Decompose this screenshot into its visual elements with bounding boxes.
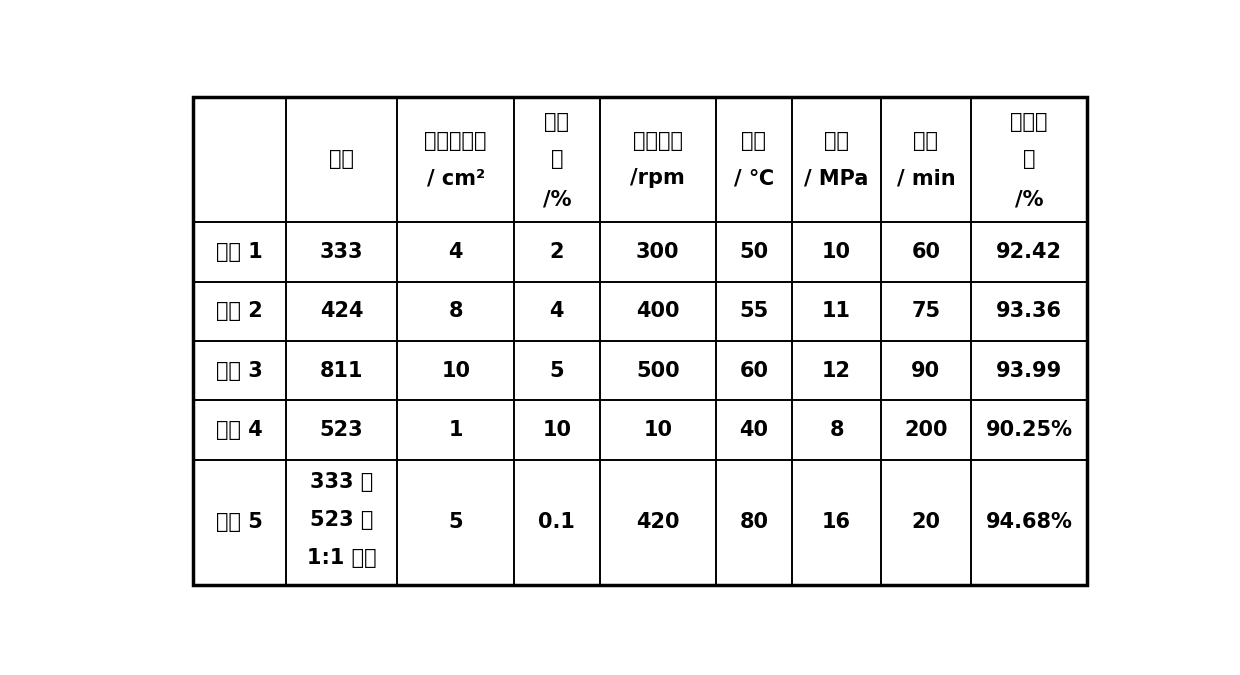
Text: 92.42: 92.42 bbox=[996, 242, 1061, 262]
Text: 420: 420 bbox=[636, 512, 680, 533]
Text: 实例 1: 实例 1 bbox=[216, 242, 263, 262]
Text: 率: 率 bbox=[1023, 149, 1035, 169]
Text: / MPa: / MPa bbox=[805, 168, 869, 188]
Text: 搅拌速度: 搅拌速度 bbox=[632, 130, 683, 151]
Text: 10: 10 bbox=[441, 360, 470, 381]
Text: 温度: 温度 bbox=[742, 130, 766, 151]
Text: 93.99: 93.99 bbox=[996, 360, 1061, 381]
Text: 1: 1 bbox=[449, 420, 463, 440]
Text: 实例 2: 实例 2 bbox=[216, 301, 263, 321]
Text: 50: 50 bbox=[739, 242, 769, 262]
Text: 523: 523 bbox=[320, 420, 363, 440]
Text: 16: 16 bbox=[822, 512, 851, 533]
Text: 55: 55 bbox=[739, 301, 769, 321]
Text: 333 和: 333 和 bbox=[310, 472, 373, 492]
Text: 实例 4: 实例 4 bbox=[216, 420, 263, 440]
Text: /rpm: /rpm bbox=[630, 168, 686, 188]
Text: 8: 8 bbox=[830, 420, 843, 440]
Text: 8: 8 bbox=[449, 301, 463, 321]
Text: 12: 12 bbox=[822, 360, 851, 381]
Text: 93.36: 93.36 bbox=[996, 301, 1061, 321]
Text: 20: 20 bbox=[911, 512, 940, 533]
Text: 实例 5: 实例 5 bbox=[216, 512, 263, 533]
Text: 1:1 混合: 1:1 混合 bbox=[306, 547, 377, 568]
Text: 比: 比 bbox=[551, 149, 563, 169]
Text: 400: 400 bbox=[636, 301, 680, 321]
Text: 500: 500 bbox=[636, 360, 680, 381]
Text: 5: 5 bbox=[549, 360, 564, 381]
Text: 90: 90 bbox=[911, 360, 940, 381]
Text: 60: 60 bbox=[739, 360, 769, 381]
Text: /%: /% bbox=[543, 190, 570, 209]
Text: 300: 300 bbox=[636, 242, 680, 262]
Text: 10: 10 bbox=[822, 242, 851, 262]
Text: 11: 11 bbox=[822, 301, 851, 321]
Text: 4: 4 bbox=[449, 242, 463, 262]
Text: 正极片大小: 正极片大小 bbox=[424, 130, 487, 151]
Text: 811: 811 bbox=[320, 360, 363, 381]
Text: 2: 2 bbox=[549, 242, 564, 262]
Text: 实例 3: 实例 3 bbox=[216, 360, 263, 381]
Text: 424: 424 bbox=[320, 301, 363, 321]
Text: / min: / min bbox=[897, 168, 955, 188]
Text: / cm²: / cm² bbox=[427, 168, 485, 188]
Text: 0.1: 0.1 bbox=[538, 512, 575, 533]
Text: 60: 60 bbox=[911, 242, 940, 262]
Text: 333: 333 bbox=[320, 242, 363, 262]
Text: 4: 4 bbox=[549, 301, 564, 321]
Text: 型号: 型号 bbox=[329, 149, 355, 169]
Text: 时间: 时间 bbox=[914, 130, 939, 151]
Text: / ℃: / ℃ bbox=[734, 168, 774, 188]
Text: 94.68%: 94.68% bbox=[986, 512, 1073, 533]
Text: 剥离效: 剥离效 bbox=[1011, 111, 1048, 132]
Text: 90.25%: 90.25% bbox=[986, 420, 1073, 440]
Text: 200: 200 bbox=[904, 420, 947, 440]
Text: 40: 40 bbox=[739, 420, 769, 440]
Text: 80: 80 bbox=[739, 512, 769, 533]
Text: 75: 75 bbox=[911, 301, 940, 321]
Text: /%: /% bbox=[1014, 190, 1043, 209]
Text: 523 按: 523 按 bbox=[310, 510, 373, 530]
Text: 10: 10 bbox=[644, 420, 672, 440]
Text: 5: 5 bbox=[449, 512, 463, 533]
Text: 10: 10 bbox=[542, 420, 572, 440]
Text: 压力: 压力 bbox=[825, 130, 849, 151]
Text: 固液: 固液 bbox=[544, 111, 569, 132]
